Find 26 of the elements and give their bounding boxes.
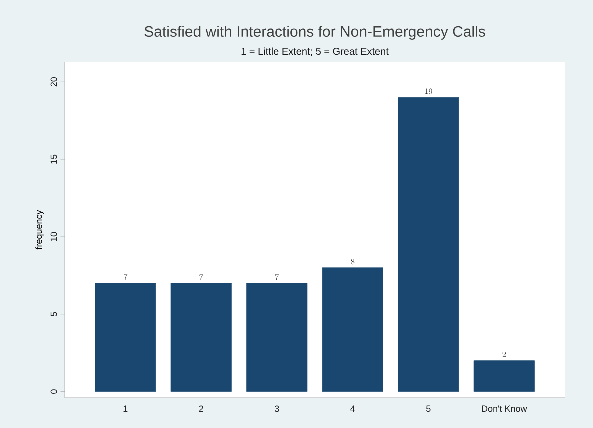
bar (322, 268, 384, 392)
chart-title: Satisfied with Interactions for Non-Emergency Calls (144, 26, 486, 40)
data-label: 19 (425, 88, 433, 94)
bar (170, 283, 232, 392)
y-tick-label: 0 (50, 390, 58, 394)
data-label: 8 (351, 259, 355, 265)
data-label: 7 (200, 274, 204, 280)
x-tick-label: 4 (350, 406, 356, 412)
chart-subtitle: 1 = Little Extent; 5 = Great Extent (242, 48, 389, 56)
x-tick-label: 2 (199, 406, 204, 412)
bar (246, 283, 308, 392)
bar (95, 283, 156, 392)
y-axis-title: frequency (36, 210, 44, 250)
x-tick-label: 3 (274, 406, 280, 412)
data-label: 7 (124, 274, 128, 280)
x-tick-label: Don't Know (482, 406, 528, 412)
data-label: 7 (275, 274, 280, 280)
x-tick-label: 5 (426, 406, 431, 412)
y-tick-label: 20 (50, 77, 58, 87)
y-tick-label: 10 (50, 232, 58, 242)
y-tick-label: 15 (50, 154, 58, 164)
x-tick-label: 1 (124, 406, 128, 412)
y-tick-label: 5 (50, 312, 58, 317)
bar (398, 97, 460, 392)
bar (474, 360, 535, 392)
data-label: 2 (502, 352, 506, 358)
